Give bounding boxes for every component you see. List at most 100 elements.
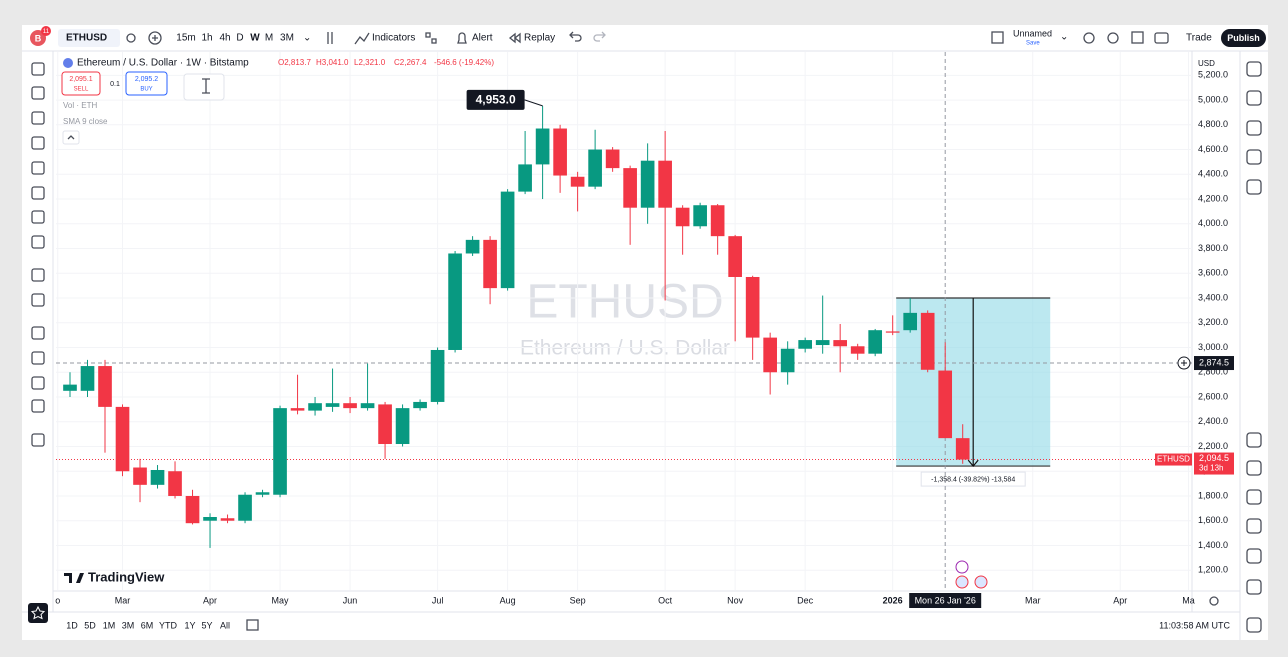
snapshot-icon[interactable] — [1154, 32, 1169, 44]
collapse-legend[interactable] — [62, 130, 80, 145]
sidebar-icon[interactable] — [1246, 149, 1262, 165]
redo-icon[interactable] — [593, 31, 606, 42]
search-icon[interactable] — [1083, 32, 1095, 44]
tool-icon[interactable] — [31, 186, 45, 200]
fullscreen-icon[interactable] — [1131, 31, 1144, 44]
tool-icon[interactable] — [31, 86, 45, 100]
sidebar-icon[interactable] — [1246, 179, 1262, 195]
tool-icon[interactable] — [31, 399, 45, 413]
indicators-button[interactable]: Indicators — [372, 33, 415, 44]
tool-icon[interactable] — [31, 161, 45, 175]
favorites-button[interactable] — [28, 603, 48, 623]
save-state[interactable]: Save — [1026, 41, 1040, 47]
tool-icon[interactable] — [31, 326, 45, 340]
range-button[interactable]: All — [220, 620, 230, 630]
interval-menu[interactable]: ⌄ — [303, 33, 311, 44]
add-alert-plus — [1181, 360, 1187, 367]
event-icon[interactable] — [955, 575, 969, 589]
symbol-box[interactable] — [58, 29, 120, 47]
layout-name[interactable]: Unnamed — [1013, 28, 1052, 38]
tool-icon[interactable] — [31, 111, 45, 125]
sidebar-icon[interactable] — [1246, 579, 1262, 595]
sidebar-icon[interactable] — [1246, 489, 1262, 505]
sidebar-icon[interactable] — [1246, 617, 1262, 633]
sidebar-icon[interactable] — [1246, 518, 1262, 534]
layout-icon[interactable] — [991, 31, 1004, 44]
range-button[interactable]: 5Y — [201, 620, 212, 630]
interval[interactable]: 1h — [201, 33, 212, 44]
layout-menu[interactable]: ⌄ — [1060, 32, 1068, 43]
replay-icon[interactable] — [508, 32, 521, 44]
y-tick-label: 5,000.0 — [1198, 94, 1228, 104]
symbol[interactable]: ETHUSD — [66, 33, 107, 44]
interval[interactable]: 3M — [280, 33, 294, 44]
tool-icon[interactable] — [31, 268, 45, 282]
trade-button[interactable]: Trade — [1186, 33, 1212, 44]
range-button[interactable]: 5D — [84, 620, 96, 630]
tool-icon[interactable] — [31, 433, 45, 447]
publish-button[interactable] — [1221, 29, 1266, 47]
logo-mark — [64, 573, 84, 583]
range-button[interactable]: 1D — [66, 620, 78, 630]
tool-icon[interactable] — [31, 210, 45, 224]
add-icon[interactable] — [148, 31, 162, 45]
undo-icon[interactable] — [569, 31, 582, 42]
sidebar-icon[interactable] — [1246, 120, 1262, 136]
candle-body — [395, 408, 410, 445]
tool-icon[interactable] — [31, 235, 45, 249]
alert-icon[interactable] — [457, 32, 467, 44]
x-tick-label: Sep — [570, 595, 586, 605]
candle-body — [308, 403, 322, 411]
sell-box[interactable] — [61, 71, 101, 96]
range-button[interactable]: 1M — [103, 620, 116, 630]
indicator-legend[interactable]: SMA 9 close — [63, 117, 108, 126]
sidebar-icon[interactable] — [1246, 432, 1262, 448]
templates-icon[interactable] — [425, 32, 431, 38]
buy-box[interactable] — [125, 71, 168, 96]
settings-icon[interactable] — [1107, 32, 1119, 44]
last-price-symbol-box — [1155, 453, 1192, 466]
badge — [41, 26, 51, 36]
alert-button[interactable]: Alert — [472, 33, 493, 44]
order-tool[interactable] — [183, 73, 225, 101]
event-icon[interactable] — [974, 575, 988, 589]
indicator-legend[interactable]: Vol · ETH — [63, 101, 97, 110]
axis-settings-icon[interactable] — [1209, 596, 1219, 606]
range-button[interactable]: 1Y — [184, 620, 195, 630]
x-tick-label: o — [55, 595, 60, 605]
interval[interactable]: M — [265, 33, 273, 44]
range-button[interactable]: 6M — [141, 620, 154, 630]
interval[interactable]: 15m — [176, 33, 195, 44]
tool-icon[interactable] — [31, 376, 45, 390]
currency-label: USD — [1198, 59, 1215, 68]
tool-icon[interactable] — [31, 351, 45, 365]
indicators-icon[interactable] — [354, 32, 370, 45]
candle-body — [763, 337, 777, 373]
sidebar-icon[interactable] — [1246, 460, 1262, 476]
candle-body — [483, 239, 497, 289]
sell-price: 2,095.1 — [69, 76, 92, 83]
crosshair-price-label: 2,874.5 — [1199, 357, 1229, 367]
candle-body — [868, 330, 883, 354]
tool-icon[interactable] — [31, 293, 45, 307]
tool-icon[interactable] — [31, 62, 45, 76]
range-button[interactable]: 3M — [122, 620, 135, 630]
interval[interactable]: 4h — [219, 33, 230, 44]
date-range-icon[interactable] — [246, 619, 259, 631]
candle-body — [465, 239, 480, 254]
sidebar-icon[interactable] — [1246, 548, 1262, 564]
event-icon[interactable] — [955, 560, 969, 574]
candle-body — [728, 236, 742, 277]
replay-button[interactable]: Replay — [524, 33, 555, 44]
range-button[interactable]: YTD — [159, 620, 178, 630]
compare-icon[interactable] — [126, 33, 136, 43]
bar-style-icon[interactable] — [327, 32, 333, 44]
sidebar-icon[interactable] — [1246, 61, 1262, 77]
y-tick-label: 2,400.0 — [1198, 416, 1228, 426]
sidebar-icon[interactable] — [1246, 90, 1262, 106]
interval[interactable]: W — [250, 33, 260, 44]
y-tick-label: 2,800.0 — [1198, 367, 1228, 377]
interval[interactable]: D — [236, 33, 243, 44]
tool-icon[interactable] — [31, 136, 45, 150]
candle-body — [290, 408, 305, 411]
